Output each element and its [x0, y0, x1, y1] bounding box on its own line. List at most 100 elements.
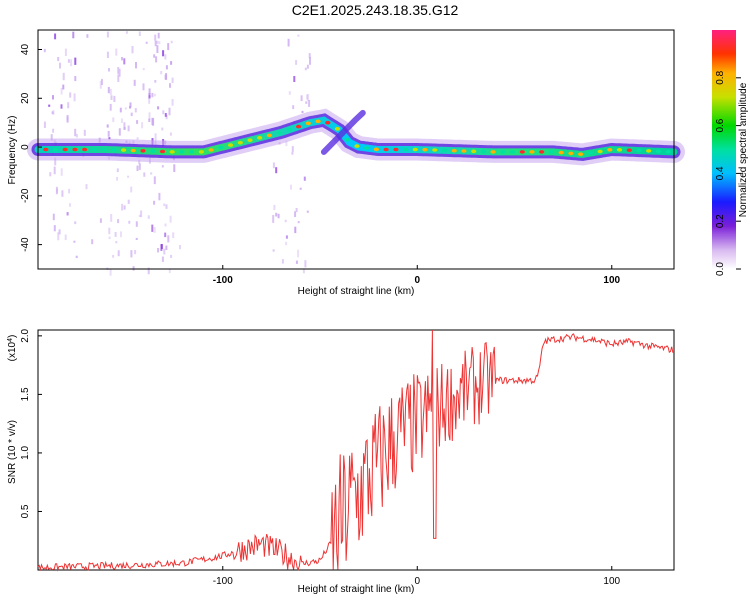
noise-speck: [61, 190, 64, 197]
noise-speck: [73, 93, 76, 102]
noise-speck: [169, 132, 172, 136]
noise-speck: [147, 267, 150, 275]
noise-speck: [164, 223, 167, 227]
noise-speck: [285, 241, 288, 246]
noise-speck: [152, 118, 155, 126]
noise-speck: [299, 187, 302, 190]
noise-speck: [108, 68, 110, 72]
noise-speck: [281, 259, 284, 264]
noise-speck: [132, 266, 135, 271]
x-tick-label: -100: [213, 576, 233, 587]
snr-scale-label: (x104): [7, 335, 19, 362]
noise-speck: [130, 112, 133, 117]
noise-speck: [110, 214, 113, 222]
ridge-peak: [354, 144, 360, 148]
noise-speck: [134, 250, 137, 255]
ridge-peak: [198, 150, 204, 154]
noise-speck: [307, 94, 310, 101]
noise-speck: [293, 76, 296, 82]
noise-speck: [115, 48, 118, 56]
noise-speck: [121, 203, 124, 211]
ridge-peak: [91, 147, 97, 152]
noise-speck: [127, 125, 130, 132]
noise-speck: [164, 54, 167, 60]
noise-speck: [135, 237, 138, 240]
colorbar-tick-label: 0.0: [715, 262, 726, 276]
ridge-peak: [383, 147, 389, 152]
spectrogram-y-label: Frequency (Hz): [7, 116, 18, 185]
ridge-peak: [490, 150, 496, 154]
colorbar-tick-label: 0.6: [715, 118, 726, 132]
ridge-peak: [62, 147, 68, 152]
noise-speck: [147, 215, 150, 219]
ridge-peak: [373, 147, 379, 152]
noise-speck: [106, 51, 109, 58]
snr-y-ticks: 0.5 1.0 1.5 2.0: [20, 328, 42, 518]
x-tick-label: 100: [603, 576, 620, 587]
ridge-peak: [364, 146, 370, 150]
ridge-peak: [529, 150, 535, 154]
noise-speck: [130, 186, 133, 193]
ridge-peak: [626, 148, 632, 152]
noise-speck: [117, 74, 120, 82]
noise-speck: [300, 95, 303, 102]
ridge-peak: [247, 138, 253, 142]
noise-speck: [130, 250, 133, 258]
noise-speck: [155, 56, 158, 63]
noise-speck: [66, 212, 69, 216]
noise-speck: [138, 214, 141, 218]
noise-speck: [297, 249, 300, 258]
noise-speck: [57, 232, 60, 241]
noise-speck: [154, 80, 157, 83]
noise-speck: [117, 250, 120, 257]
ridge-peak: [509, 150, 516, 154]
noise-speck: [64, 48, 67, 56]
noise-speck: [297, 34, 300, 37]
noise-speck: [157, 32, 160, 39]
noise-speck: [74, 221, 77, 225]
noise-speck: [148, 88, 151, 96]
colorbar-label: Normalized spectral amplitude: [738, 82, 749, 217]
colorbar-ticks: 0.0 0.2 0.4 0.6 0.8: [715, 70, 741, 276]
noise-speck: [309, 57, 311, 65]
y-tick-label: 0: [20, 144, 31, 150]
ridge-peak: [539, 150, 545, 154]
noise-speck: [127, 175, 130, 178]
noise-speck: [110, 95, 113, 100]
ridge-peak: [276, 131, 282, 135]
y-tick-label: 40: [20, 44, 31, 56]
noise-speck: [138, 159, 141, 164]
noise-speck: [169, 83, 171, 88]
noise-speck: [297, 221, 300, 224]
ridge-peak: [616, 148, 623, 152]
noise-speck: [64, 234, 67, 241]
noise-speck: [142, 68, 145, 71]
noise-speck: [295, 260, 298, 264]
ridge-peak: [432, 148, 438, 152]
ridge-peak: [52, 147, 59, 152]
noise-speck: [83, 129, 86, 136]
noise-speck: [272, 249, 275, 252]
noise-speck: [43, 48, 46, 53]
noise-speck: [74, 57, 77, 65]
noise-speck: [165, 74, 167, 80]
noise-speck: [171, 77, 174, 83]
ridge-peak: [519, 150, 525, 154]
noise-speck: [73, 240, 76, 243]
ridge-peak: [480, 149, 486, 154]
noise-speck: [112, 117, 115, 123]
noise-speck: [164, 113, 167, 117]
noise-speck: [158, 192, 161, 201]
noise-speck: [272, 215, 275, 223]
noise-speck: [148, 118, 151, 122]
noise-speck: [69, 203, 71, 207]
noise-speck: [69, 92, 72, 98]
snr-x-label: Height of straight line (km): [298, 584, 415, 595]
ridge-peak: [451, 148, 457, 153]
ridge-peak: [169, 150, 175, 154]
ridge-peak: [286, 128, 292, 132]
noise-speck: [163, 203, 166, 207]
noise-speck: [179, 245, 181, 250]
noise-speck: [52, 95, 54, 100]
